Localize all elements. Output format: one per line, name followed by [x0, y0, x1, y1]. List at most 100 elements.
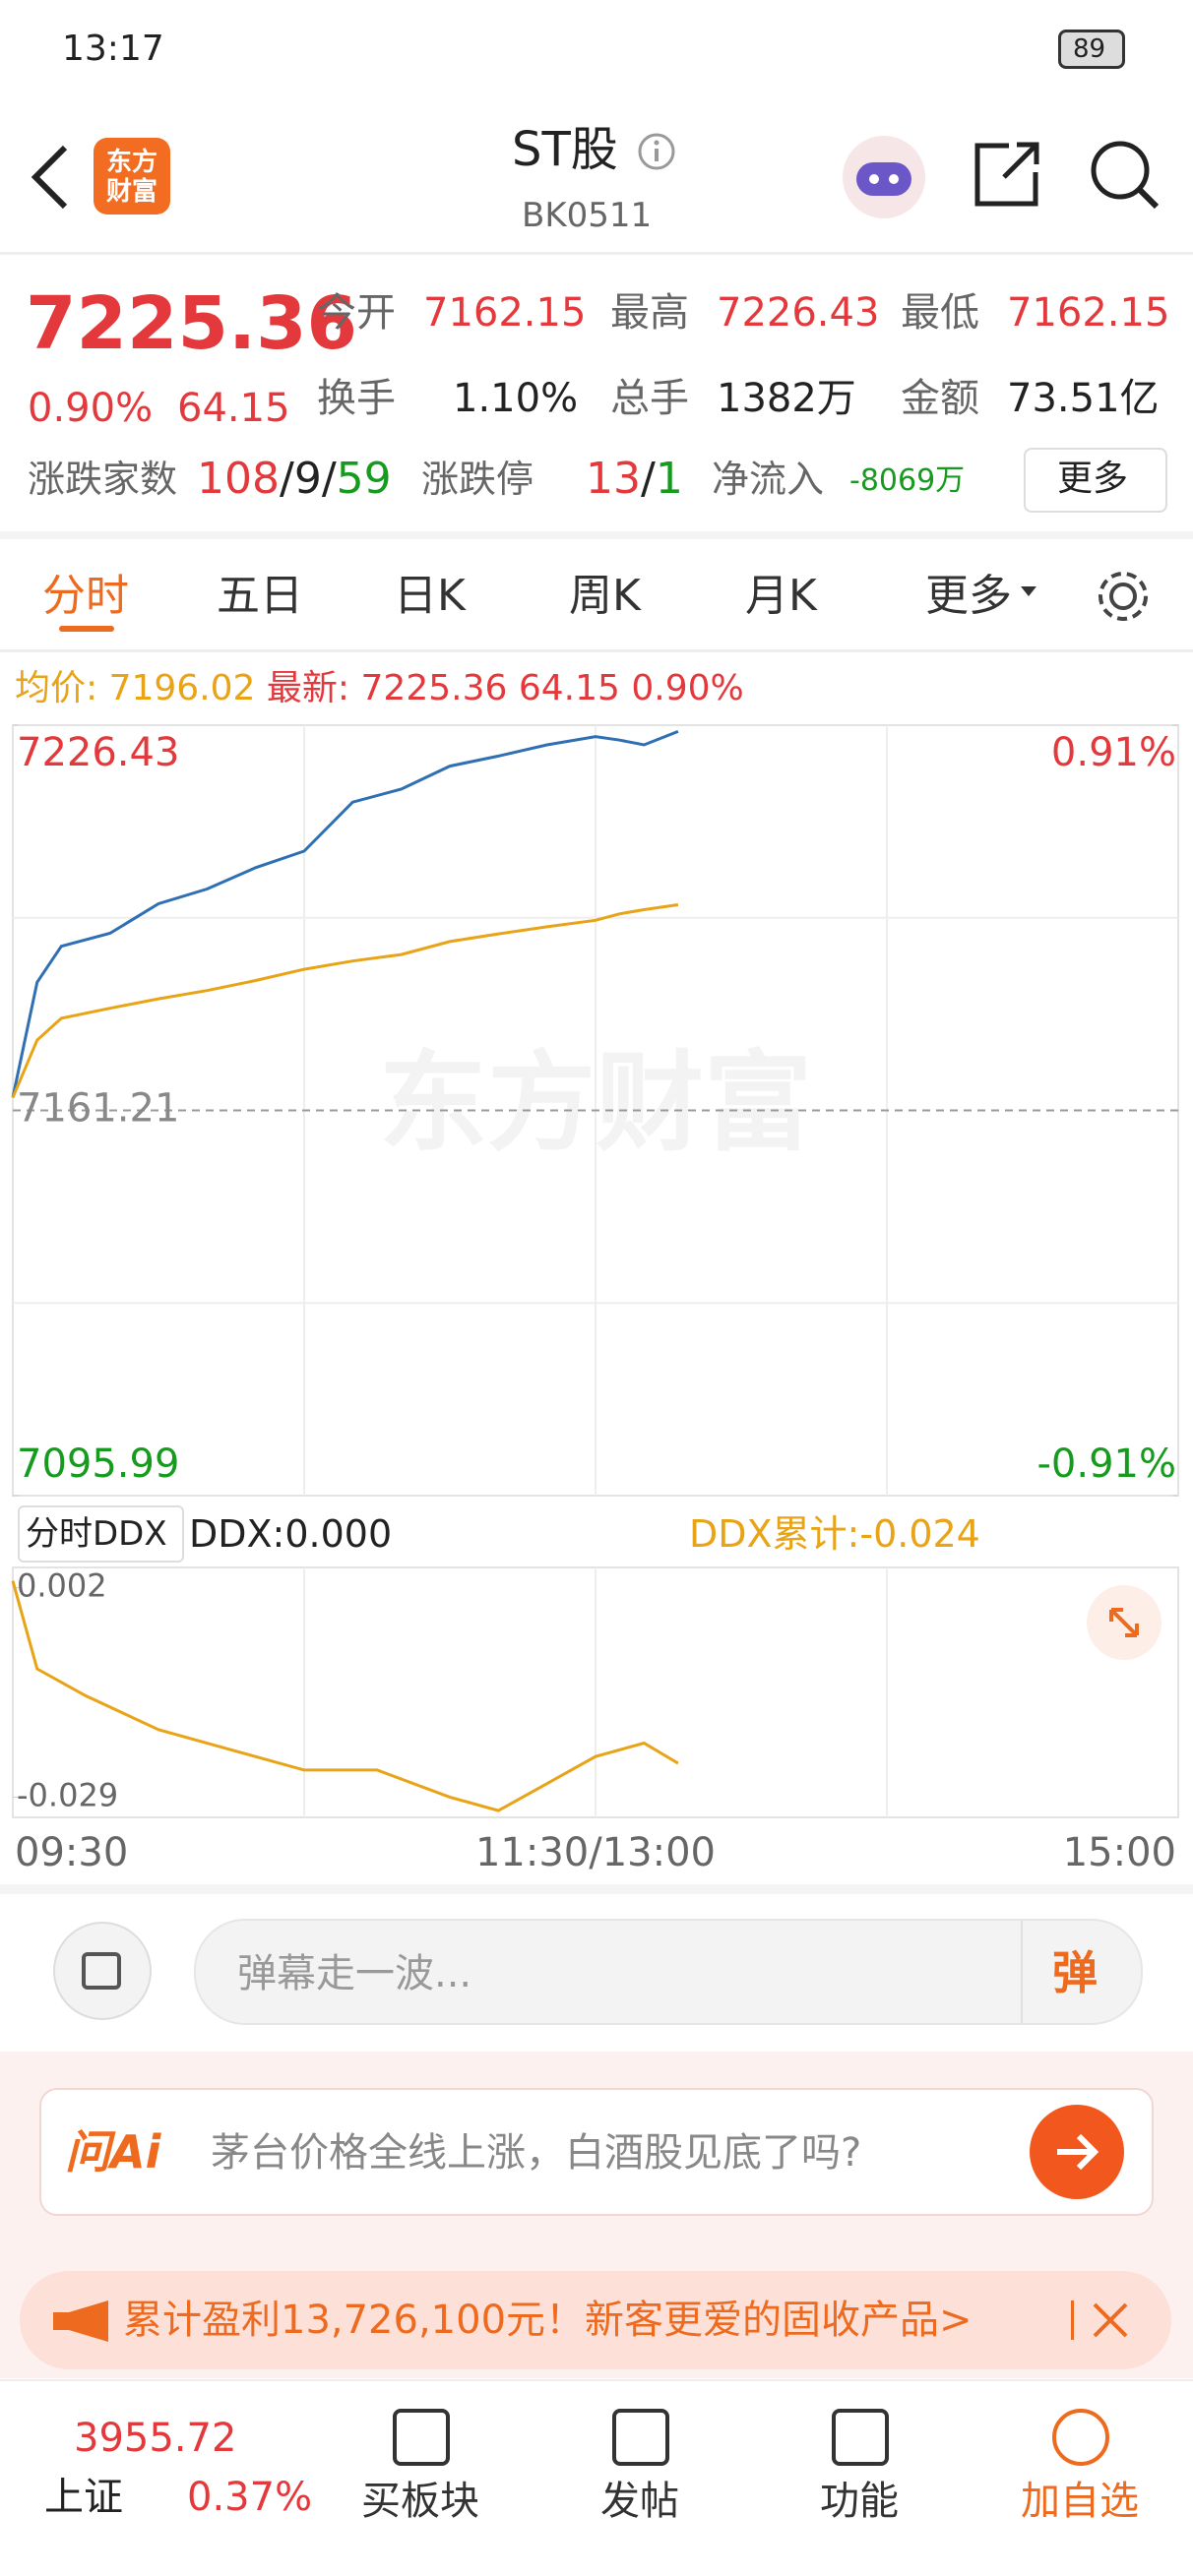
stat-value: 7162.15 [1007, 290, 1170, 336]
index-value[interactable]: 3955.72 [74, 2416, 237, 2461]
info-icon[interactable] [637, 132, 676, 171]
separator: / [641, 454, 656, 504]
share-button[interactable] [970, 138, 1043, 212]
stat-value: 1.10% [453, 376, 579, 421]
ai-question: 茅台价格全线上涨，白酒股见底了吗? [211, 2130, 862, 2176]
nav-item[interactable]: 功能 [820, 2479, 899, 2524]
y-tick-label: -0.029 [17, 1776, 118, 1813]
series-line [11, 1580, 679, 1812]
ddx-selector[interactable]: 分时DDX [18, 1505, 184, 1563]
index-pct[interactable]: 0.37% [187, 2475, 313, 2520]
breadth-down: 59 [336, 454, 392, 504]
separator: / [321, 454, 337, 504]
battery: 89 [1058, 30, 1125, 69]
megaphone-icon [53, 2300, 108, 2342]
separator: / [279, 454, 294, 504]
logo-text: 东方财富 [105, 148, 157, 207]
stat-label: 最低 [901, 290, 979, 336]
nav-item[interactable]: 买板块 [361, 2479, 479, 2524]
ddx-cum: DDX累计:-0.024 [689, 1512, 980, 1556]
ai-box[interactable]: 问Ai 茅台价格全线上涨，白酒股见底了吗? [39, 2088, 1154, 2216]
breadth: 108/9/59 [197, 458, 392, 501]
divider [0, 252, 1193, 255]
settings-button[interactable] [1093, 566, 1154, 627]
ai-go[interactable] [1030, 2105, 1124, 2199]
stat-value: 1382万 [717, 376, 856, 421]
last-price: 7225.36 [360, 668, 508, 708]
info-line: 均价: 7196.02 最新: 7225.36 64.15 0.90% [15, 671, 744, 706]
last-price: 7225.36 [26, 281, 358, 366]
limit-label: 涨跌停 [421, 458, 534, 501]
banner-text: 累计盈利13,726,100元！新客更爱的固收产品> [123, 2298, 973, 2343]
more-label: 更多 [1057, 459, 1129, 499]
tab[interactable]: 周K [569, 571, 641, 621]
tab[interactable]: 五日 [217, 571, 303, 621]
x-tick-label: 15:00 [1063, 1830, 1176, 1875]
stat-value: 73.51亿 [1007, 376, 1160, 421]
bottom-nav: 3955.72 上证 0.37% 买板块 发帖 功能 加自选 [0, 2379, 1193, 2576]
info-pct: 0.90% [631, 668, 744, 708]
danmaku-button[interactable]: 弹 [1052, 1946, 1098, 1999]
assistant-avatar[interactable] [837, 133, 931, 221]
index-name[interactable]: 上证 [44, 2475, 123, 2520]
comment-settings[interactable] [52, 1921, 153, 2021]
logo: 东方财富 [94, 138, 170, 215]
stat-label: 金额 [901, 376, 979, 421]
battery-level: 89 [1073, 34, 1106, 64]
stat-label: 今开 [317, 290, 396, 336]
comment-input[interactable]: 弹幕走一波... 弹 [194, 1919, 1143, 2025]
header-title: ST股 [512, 122, 618, 177]
y-tick-label: 7161.21 [17, 1086, 179, 1132]
search-button[interactable] [1088, 138, 1162, 212]
y2-tick-label: -0.91% [1036, 1441, 1176, 1487]
tab[interactable]: 月K [745, 571, 817, 621]
y2-tick-label: 0.91% [1051, 730, 1176, 775]
breadth-up: 108 [197, 454, 280, 504]
x-tick-label: 11:30/13:00 [475, 1830, 716, 1875]
net-inflow-label: 净流入 [712, 458, 825, 501]
last-label: 最新: [266, 668, 350, 708]
nav-item[interactable]: 加自选 [1021, 2479, 1139, 2524]
banner[interactable]: 累计盈利13,726,100元！新客更爱的固收产品> [20, 2271, 1171, 2369]
back-button[interactable] [28, 143, 72, 212]
nav-icon[interactable] [612, 2409, 669, 2466]
limit-down: 1 [655, 454, 683, 504]
nav-icon[interactable] [393, 2409, 450, 2466]
x-tick-label: 09:30 [15, 1830, 128, 1875]
series-line [11, 903, 679, 1098]
comment-placeholder: 弹幕走一波... [237, 1951, 472, 1996]
header-code: BK0511 [522, 196, 653, 235]
expand-button[interactable] [1086, 1584, 1162, 1661]
nav-item[interactable]: 发帖 [600, 2479, 679, 2524]
net-inflow: -8069万 [849, 463, 966, 498]
dropdown-arrow [1021, 586, 1036, 596]
status-time: 13:17 [62, 29, 164, 69]
limit: 13/1 [586, 458, 683, 501]
more-button[interactable]: 更多 [1024, 448, 1167, 513]
chart: 东方财富 7226.43 7161.21 7095.99 0.91% -0.91% 0.00… [11, 724, 1179, 1875]
avg-label: 均价: [15, 668, 98, 708]
tab[interactable]: 分时 [42, 571, 129, 621]
divider [0, 649, 1193, 652]
info-change: 64.15 [518, 668, 620, 708]
separator [1021, 1921, 1023, 2023]
tab[interactable]: 更多 [925, 571, 1012, 621]
ddx-value: DDX:0.000 [189, 1512, 393, 1556]
y-tick-label: 0.002 [17, 1567, 107, 1605]
watermark: 东方财富 [379, 1040, 812, 1166]
avg-price: 7196.02 [108, 668, 256, 708]
nav-icon[interactable] [1052, 2409, 1109, 2466]
divider [0, 531, 1193, 539]
limit-up: 13 [586, 454, 641, 504]
stat-value: 7162.15 [423, 290, 587, 336]
close-banner[interactable] [1091, 2300, 1130, 2340]
tab[interactable]: 日K [394, 571, 466, 621]
y-tick-label: 7095.99 [17, 1441, 179, 1487]
stat-label: 最高 [610, 290, 689, 336]
change: 64.15 [177, 386, 290, 431]
nav-icon[interactable] [832, 2409, 889, 2466]
breadth-flat: 9 [293, 454, 322, 504]
divider [0, 1884, 1193, 1894]
stat-label: 换手 [317, 376, 396, 421]
